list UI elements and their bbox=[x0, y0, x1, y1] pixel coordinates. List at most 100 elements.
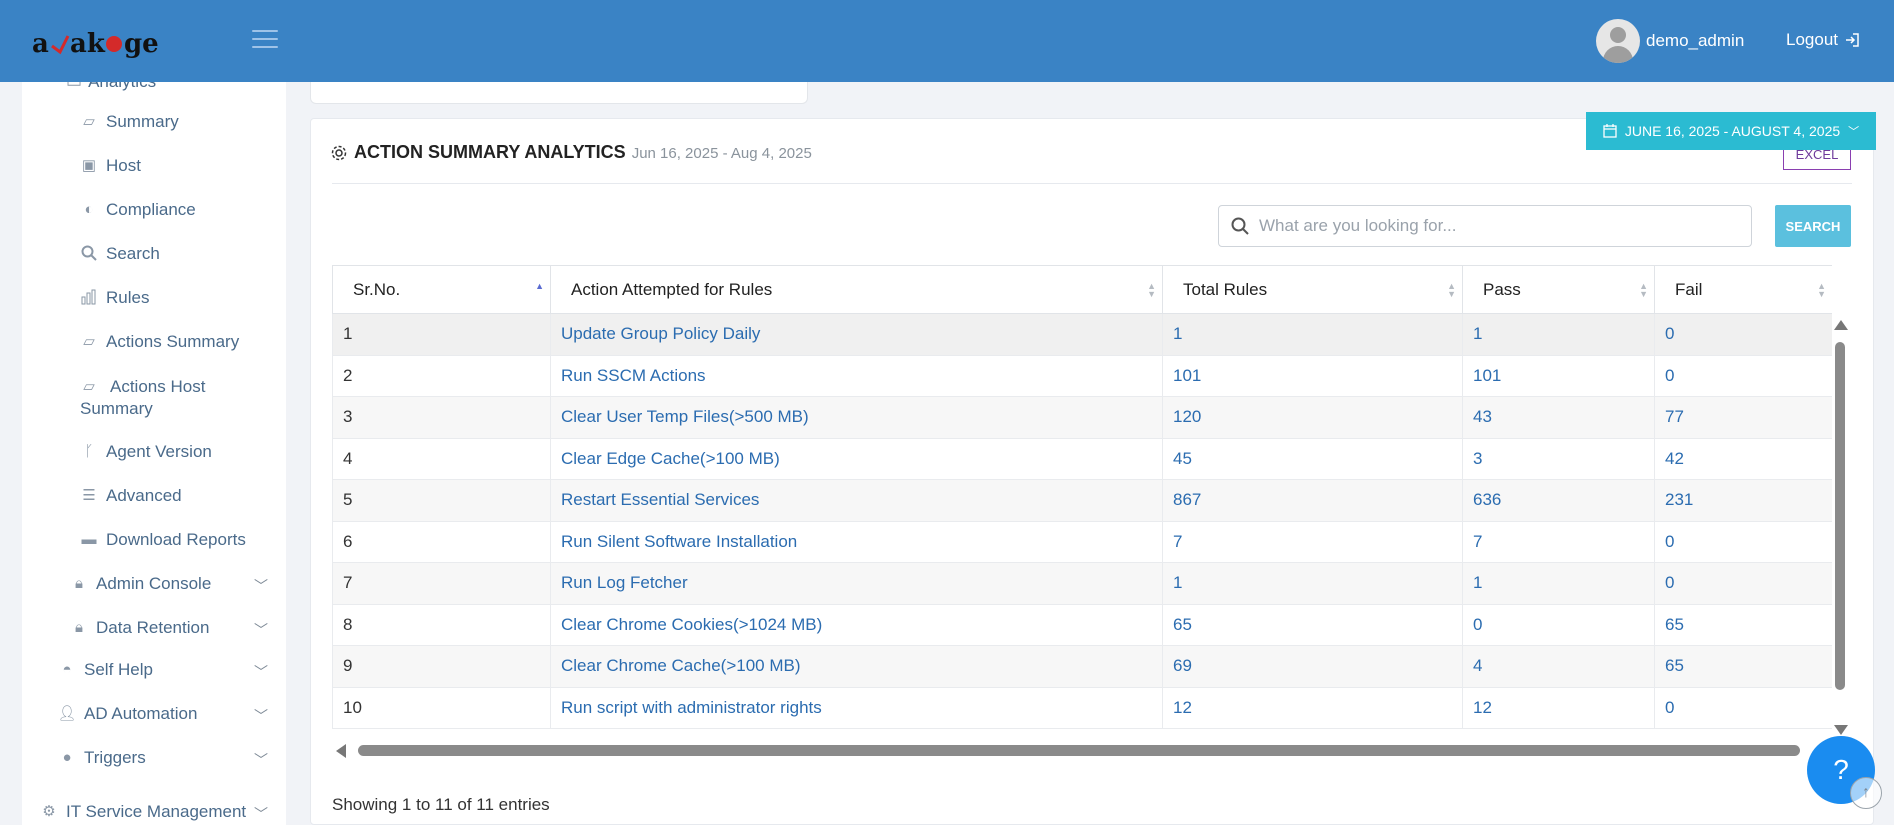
cell-pass[interactable]: 101 bbox=[1462, 354, 1655, 397]
column-header-total-rules[interactable]: Total Rules ▲ ▼ bbox=[1162, 265, 1463, 314]
sidebar-item-actions-host-summary[interactable]: Actions Host Summary ▱ bbox=[80, 377, 206, 418]
table-row[interactable]: 10 Run script with administrator rights 12… bbox=[332, 686, 1832, 729]
sidebar-item-compliance[interactable]: ◐ Compliance bbox=[80, 200, 195, 220]
cell-fail[interactable]: 77 bbox=[1654, 396, 1832, 439]
table-row[interactable]: 9 Clear Chrome Cache(>100 MB) 69 4 65 bbox=[332, 645, 1832, 688]
cell-action[interactable]: Run script with administrator rights bbox=[550, 686, 1163, 729]
top-header: a ak ge demo_admin Logout bbox=[0, 0, 1894, 82]
cell-total-rules[interactable]: 101 bbox=[1162, 354, 1463, 397]
cell-action[interactable]: Restart Essential Services bbox=[550, 479, 1163, 522]
sidebar-item-download-reports[interactable]: ▬ Download Reports bbox=[81, 530, 246, 549]
cell-total-rules[interactable]: 65 bbox=[1162, 603, 1463, 646]
cell-pass[interactable]: 4 bbox=[1462, 645, 1655, 688]
circle-icon: ● bbox=[62, 748, 72, 766]
column-header-fail[interactable]: Fail ▲ ▼ bbox=[1654, 265, 1832, 314]
cell-total-rules[interactable]: 69 bbox=[1162, 645, 1463, 688]
scroll-down-icon[interactable] bbox=[1834, 725, 1848, 735]
cell-action[interactable]: Run SSCM Actions bbox=[550, 354, 1163, 397]
sidebar-item-search[interactable]: Search bbox=[80, 244, 160, 264]
sidebar-item-agent-version[interactable]: ᚴ Agent Version bbox=[80, 442, 211, 462]
back-to-top-icon[interactable]: ↑ bbox=[1850, 777, 1882, 809]
sidebar-item-advanced[interactable]: ☰ Advanced bbox=[80, 486, 181, 506]
table-row[interactable]: 7 Run Log Fetcher 1 1 0 bbox=[332, 562, 1832, 605]
table-row[interactable]: 6 Run Silent Software Installation 7 7 0 bbox=[332, 520, 1832, 563]
date-range-button[interactable]: JUNE 16, 2025 - AUGUST 4, 2025 ﹀ bbox=[1586, 112, 1876, 150]
table-header-row: Sr.No. ▲ Action Attempted for Rules ▲ ▼ Tot… bbox=[332, 265, 1832, 314]
sort-asc-icon: ▲ bbox=[535, 281, 544, 291]
column-header-pass[interactable]: Pass ▲ ▼ bbox=[1462, 265, 1655, 314]
cell-total-rules[interactable]: 12 bbox=[1162, 686, 1463, 729]
table-row[interactable]: 2 Run SSCM Actions 101 101 0 bbox=[332, 354, 1832, 397]
sidebar-group-admin-console[interactable]: 🔒︎ Admin Console ﹀ bbox=[70, 574, 286, 594]
scroll-thumb[interactable] bbox=[358, 745, 1800, 756]
cell-fail[interactable]: 0 bbox=[1654, 520, 1832, 563]
search-input[interactable] bbox=[1259, 216, 1719, 236]
cell-pass[interactable]: 43 bbox=[1462, 396, 1655, 439]
sidebar-item-actions-summary[interactable]: ▱ Actions Summary bbox=[80, 332, 239, 352]
sidebar-group-self-help[interactable]: ◓ Self Help ﹀ bbox=[58, 660, 286, 680]
table-row[interactable]: 4 Clear Edge Cache(>100 MB) 45 3 42 bbox=[332, 437, 1832, 480]
user-menu[interactable]: demo_admin bbox=[1596, 18, 1744, 64]
table-row[interactable]: 3 Clear User Temp Files(>500 MB) 120 43 77 bbox=[332, 396, 1832, 439]
cell-total-rules[interactable]: 7 bbox=[1162, 520, 1463, 563]
table-row[interactable]: 5 Restart Essential Services 867 636 231 bbox=[332, 479, 1832, 522]
cell-pass[interactable]: 12 bbox=[1462, 686, 1655, 729]
search-field[interactable] bbox=[1218, 205, 1752, 247]
sidebar-group-data-retention[interactable]: 🔒︎ Data Retention ﹀ bbox=[70, 618, 286, 638]
cell-total-rules[interactable]: 45 bbox=[1162, 437, 1463, 480]
sidebar-item-summary[interactable]: ▱ Summary bbox=[80, 112, 179, 132]
cell-srno: 6 bbox=[332, 520, 551, 563]
logout-icon bbox=[1846, 33, 1859, 47]
cell-pass[interactable]: 7 bbox=[1462, 520, 1655, 563]
cell-action[interactable]: Clear Edge Cache(>100 MB) bbox=[550, 437, 1163, 480]
cell-total-rules[interactable]: 120 bbox=[1162, 396, 1463, 439]
cell-fail[interactable]: 0 bbox=[1654, 354, 1832, 397]
table-row[interactable]: 1 Update Group Policy Daily 1 1 0 bbox=[332, 313, 1832, 356]
user-name: demo_admin bbox=[1646, 31, 1745, 50]
menu-toggle-icon[interactable] bbox=[252, 30, 278, 50]
logout-button[interactable]: Logout bbox=[1786, 30, 1860, 50]
sidebar-item-analytics[interactable]: ▭Analytics bbox=[66, 82, 156, 92]
cell-action[interactable]: Run Log Fetcher bbox=[550, 562, 1163, 605]
cell-total-rules[interactable]: 1 bbox=[1162, 313, 1463, 356]
cell-fail[interactable]: 0 bbox=[1654, 562, 1832, 605]
scroll-thumb[interactable] bbox=[1835, 342, 1845, 690]
cell-fail[interactable]: 65 bbox=[1654, 645, 1832, 688]
cell-action[interactable]: Update Group Policy Daily bbox=[550, 313, 1163, 356]
cell-action[interactable]: Clear Chrome Cookies(>1024 MB) bbox=[550, 603, 1163, 646]
cell-total-rules[interactable]: 1 bbox=[1162, 562, 1463, 605]
vertical-scrollbar[interactable] bbox=[1832, 320, 1848, 735]
cell-pass[interactable]: 1 bbox=[1462, 562, 1655, 605]
cell-pass[interactable]: 0 bbox=[1462, 603, 1655, 646]
sort-icon: ▲ ▼ bbox=[1447, 281, 1456, 299]
cell-pass[interactable]: 3 bbox=[1462, 437, 1655, 480]
column-header-action[interactable]: Action Attempted for Rules ▲ ▼ bbox=[550, 265, 1163, 314]
cell-fail[interactable]: 65 bbox=[1654, 603, 1832, 646]
search-button[interactable]: SEARCH bbox=[1775, 205, 1851, 247]
logout-label: Logout bbox=[1786, 30, 1838, 49]
sidebar-group-triggers[interactable]: ● Triggers ﹀ bbox=[58, 748, 286, 768]
title-date-range: Jun 16, 2025 - Aug 4, 2025 bbox=[631, 145, 812, 162]
cell-pass[interactable]: 1 bbox=[1462, 313, 1655, 356]
lock-icon: 🔒︎ bbox=[75, 618, 83, 636]
brand-logo[interactable]: a ak ge bbox=[30, 22, 180, 66]
cell-total-rules[interactable]: 867 bbox=[1162, 479, 1463, 522]
cell-action[interactable]: Clear Chrome Cache(>100 MB) bbox=[550, 645, 1163, 688]
sidebar-group-ad-automation[interactable]: 👤︎ AD Automation ﹀ bbox=[57, 704, 268, 724]
cell-action[interactable]: Clear User Temp Files(>500 MB) bbox=[550, 396, 1163, 439]
sidebar-group-it-service-management[interactable]: ⚙ IT Service Management ﹀ bbox=[40, 802, 286, 822]
column-header-srno[interactable]: Sr.No. ▲ bbox=[332, 265, 551, 314]
horizontal-scrollbar[interactable] bbox=[332, 742, 1832, 758]
cell-pass[interactable]: 636 bbox=[1462, 479, 1655, 522]
folder-icon: ▬ bbox=[81, 530, 97, 548]
cell-action[interactable]: Run Silent Software Installation bbox=[550, 520, 1163, 563]
sidebar-item-rules[interactable]: Rules bbox=[80, 288, 149, 308]
scroll-left-icon[interactable] bbox=[336, 744, 346, 758]
sidebar-item-host[interactable]: ▣ Host bbox=[81, 156, 141, 175]
scroll-up-icon[interactable] bbox=[1834, 320, 1848, 330]
cell-fail[interactable]: 231 bbox=[1654, 479, 1832, 522]
cell-fail[interactable]: 0 bbox=[1654, 686, 1832, 729]
cell-fail[interactable]: 42 bbox=[1654, 437, 1832, 480]
cell-fail[interactable]: 0 bbox=[1654, 313, 1832, 356]
table-row[interactable]: 8 Clear Chrome Cookies(>1024 MB) 65 0 65 bbox=[332, 603, 1832, 646]
